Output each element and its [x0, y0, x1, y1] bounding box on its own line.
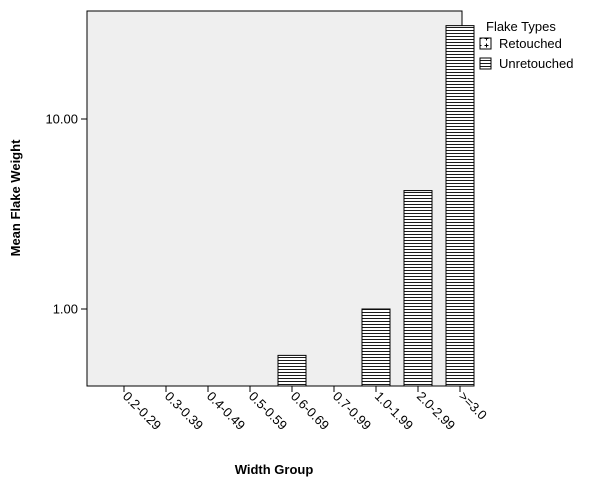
x-tick-label-7: 1.0-1.99 [372, 389, 416, 433]
y-tick-label-3: 10.00 [45, 112, 78, 127]
legend: Flake Types Retouched Unretouched [479, 19, 573, 71]
bar-unretouched-9 [445, 25, 475, 387]
y-tick-label-2: 1.00 [53, 302, 78, 317]
legend-swatch-unretouched [479, 57, 492, 70]
legend-title: Flake Types [486, 19, 556, 34]
bar-unretouched-8 [403, 190, 433, 387]
x-tick-label-5: 0.6-0.69 [288, 389, 332, 433]
x-axis: 0.2-0.290.3-0.390.4-0.490.5-0.590.6-0.69… [120, 386, 490, 433]
bar-unretouched-7 [361, 308, 391, 387]
legend-swatch-retouched [479, 37, 492, 50]
legend-label-retouched: Retouched [499, 36, 562, 51]
y-axis-title: Mean Flake Weight [8, 139, 23, 256]
x-tick-label-9: >=3.0 [456, 389, 490, 423]
x-tick-label-6: 0.7-0.99 [330, 389, 374, 433]
x-tick-label-4: 0.5-0.59 [246, 389, 290, 433]
x-tick-label-2: 0.3-0.39 [162, 389, 206, 433]
x-tick-label-3: 0.4-0.49 [204, 389, 248, 433]
bars-group [277, 25, 475, 387]
x-tick-label-8: 2.0-2.99 [414, 389, 458, 433]
plot-area [86, 10, 463, 387]
legend-label-unretouched: Unretouched [499, 56, 573, 71]
bar-unretouched-5 [277, 354, 307, 387]
x-tick-label-1: 0.2-0.29 [120, 389, 164, 433]
x-axis-title: Width Group [235, 462, 314, 477]
